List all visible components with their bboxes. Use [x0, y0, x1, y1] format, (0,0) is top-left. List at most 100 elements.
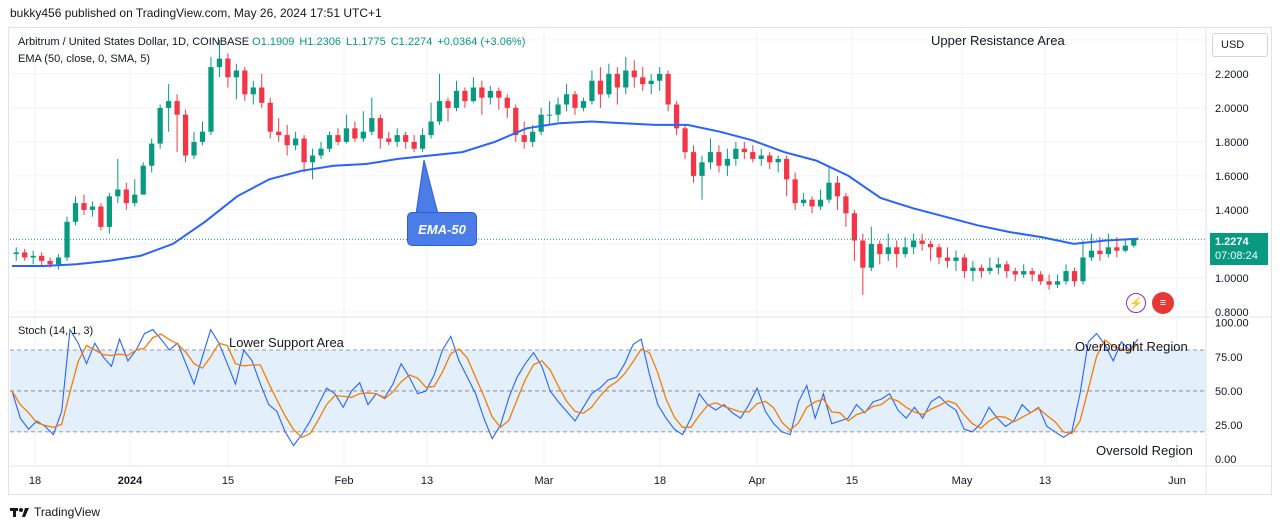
candle-body	[123, 189, 129, 204]
candle-body	[233, 70, 239, 78]
candle-body	[98, 206, 104, 227]
candle-body	[318, 148, 324, 156]
candle-body	[944, 257, 951, 261]
candle-body	[445, 101, 451, 108]
price-tick-label: 0.8000	[1215, 307, 1249, 319]
candle-body	[817, 199, 824, 207]
candle-body	[1080, 257, 1086, 282]
candle-body	[961, 257, 968, 272]
time-tick-label: 2024	[118, 475, 143, 487]
candle-body	[403, 135, 409, 142]
candle-body	[55, 257, 62, 265]
candle-body	[800, 199, 807, 204]
time-tick-label: 18	[29, 475, 41, 487]
candle-body	[47, 260, 53, 265]
time-tick-label: 15	[846, 475, 858, 487]
price-tick-label: 2.2000	[1215, 69, 1249, 81]
time-tick-label: Jun	[1168, 475, 1186, 487]
stoch-tick-label: 100.00	[1215, 318, 1249, 330]
candle-body	[970, 267, 976, 272]
candle-body	[936, 247, 942, 258]
candle-body	[640, 77, 646, 85]
candle-body	[496, 90, 502, 98]
candle-body	[377, 118, 383, 139]
symbol-name: Arbitrum / United States Dollar, 1D, COI…	[18, 36, 250, 48]
candle-body	[546, 114, 553, 116]
candle-body	[673, 104, 680, 129]
stoch-d-line	[11, 333, 1139, 439]
candle-body	[1012, 271, 1018, 275]
candle-body	[369, 118, 375, 132]
candle-body	[784, 158, 790, 180]
candle-body	[851, 213, 858, 241]
oversold-label: Oversold Region	[1096, 443, 1193, 458]
candle-body	[614, 73, 620, 88]
candle-body	[1038, 274, 1044, 282]
lightning-icon[interactable]: ⚡	[1126, 293, 1146, 313]
candle-body	[292, 138, 299, 146]
candle-body	[606, 73, 612, 95]
low-value: L1.1775	[345, 36, 386, 48]
time-tick-label: Mar	[535, 475, 554, 487]
candle-body	[326, 135, 333, 149]
time-tick-label: Feb	[335, 475, 354, 487]
candle-body	[860, 240, 866, 268]
candle-body	[623, 70, 629, 88]
candle-body	[724, 158, 731, 166]
candle-body	[436, 101, 443, 122]
candle-body	[1021, 271, 1027, 275]
stoch-tick-label: 50.00	[1215, 386, 1243, 398]
footer-brand: TradingView	[34, 505, 101, 519]
candle-body	[530, 131, 536, 142]
ema-line	[12, 120, 1139, 267]
candle-body	[877, 243, 883, 255]
bar-countdown: 07:08:24	[1215, 250, 1258, 262]
time-tick-label: 13	[1039, 475, 1051, 487]
candle-body	[987, 267, 993, 272]
flag-icon[interactable]: ≡	[1152, 292, 1174, 314]
time-tick-label: 13	[421, 475, 433, 487]
time-tick-label: Apr	[748, 475, 765, 487]
candle-body	[1071, 271, 1078, 282]
candle-body	[1046, 281, 1052, 285]
candle-body	[563, 94, 570, 105]
candle-body	[631, 70, 637, 78]
candle-body	[1054, 281, 1061, 285]
ohlc-values: O1.1909 H1.2306 L1.1775 C1.2274 +0.0364 (+3.…	[252, 36, 530, 48]
candle-body	[276, 131, 282, 136]
candle-body	[182, 114, 189, 156]
candle-body	[699, 162, 705, 176]
candle-body	[259, 87, 265, 103]
time-tick-label: 18	[654, 475, 666, 487]
change-value: +0.0364 (+3.06%)	[437, 36, 526, 48]
close-value: C1.2274	[390, 36, 433, 48]
candle-body	[1105, 247, 1111, 255]
candle-body	[479, 87, 485, 98]
candle-body	[309, 155, 316, 163]
candle-body	[225, 58, 231, 78]
candle-body	[733, 148, 739, 159]
stoch-tick-label: 0.00	[1215, 454, 1236, 466]
candle-body	[690, 152, 697, 176]
candle-body	[165, 101, 172, 108]
candles	[13, 39, 1137, 295]
candle-body	[462, 90, 468, 102]
candle-body	[792, 179, 798, 204]
ema-callout: EMA-50	[407, 212, 477, 246]
stoch-k-line	[11, 327, 1139, 447]
candle-body	[453, 90, 460, 108]
candle-body	[1063, 271, 1069, 282]
candle-body	[115, 189, 121, 197]
tradingview-logo-icon	[10, 508, 29, 517]
candle-body	[538, 114, 544, 132]
last-price-value: 1.2274	[1215, 236, 1249, 248]
candle-body	[301, 138, 307, 163]
candle-body	[335, 135, 341, 142]
currency-button[interactable]: USD	[1212, 33, 1268, 57]
candle-body	[39, 255, 45, 261]
time-axis: 18 2024 15 Feb 13 Mar 18 Apr 15 May 13 Jun	[29, 475, 1186, 487]
price-tick-label: 2.0000	[1215, 103, 1249, 115]
candle-body	[208, 67, 214, 132]
candle-body	[775, 158, 781, 163]
